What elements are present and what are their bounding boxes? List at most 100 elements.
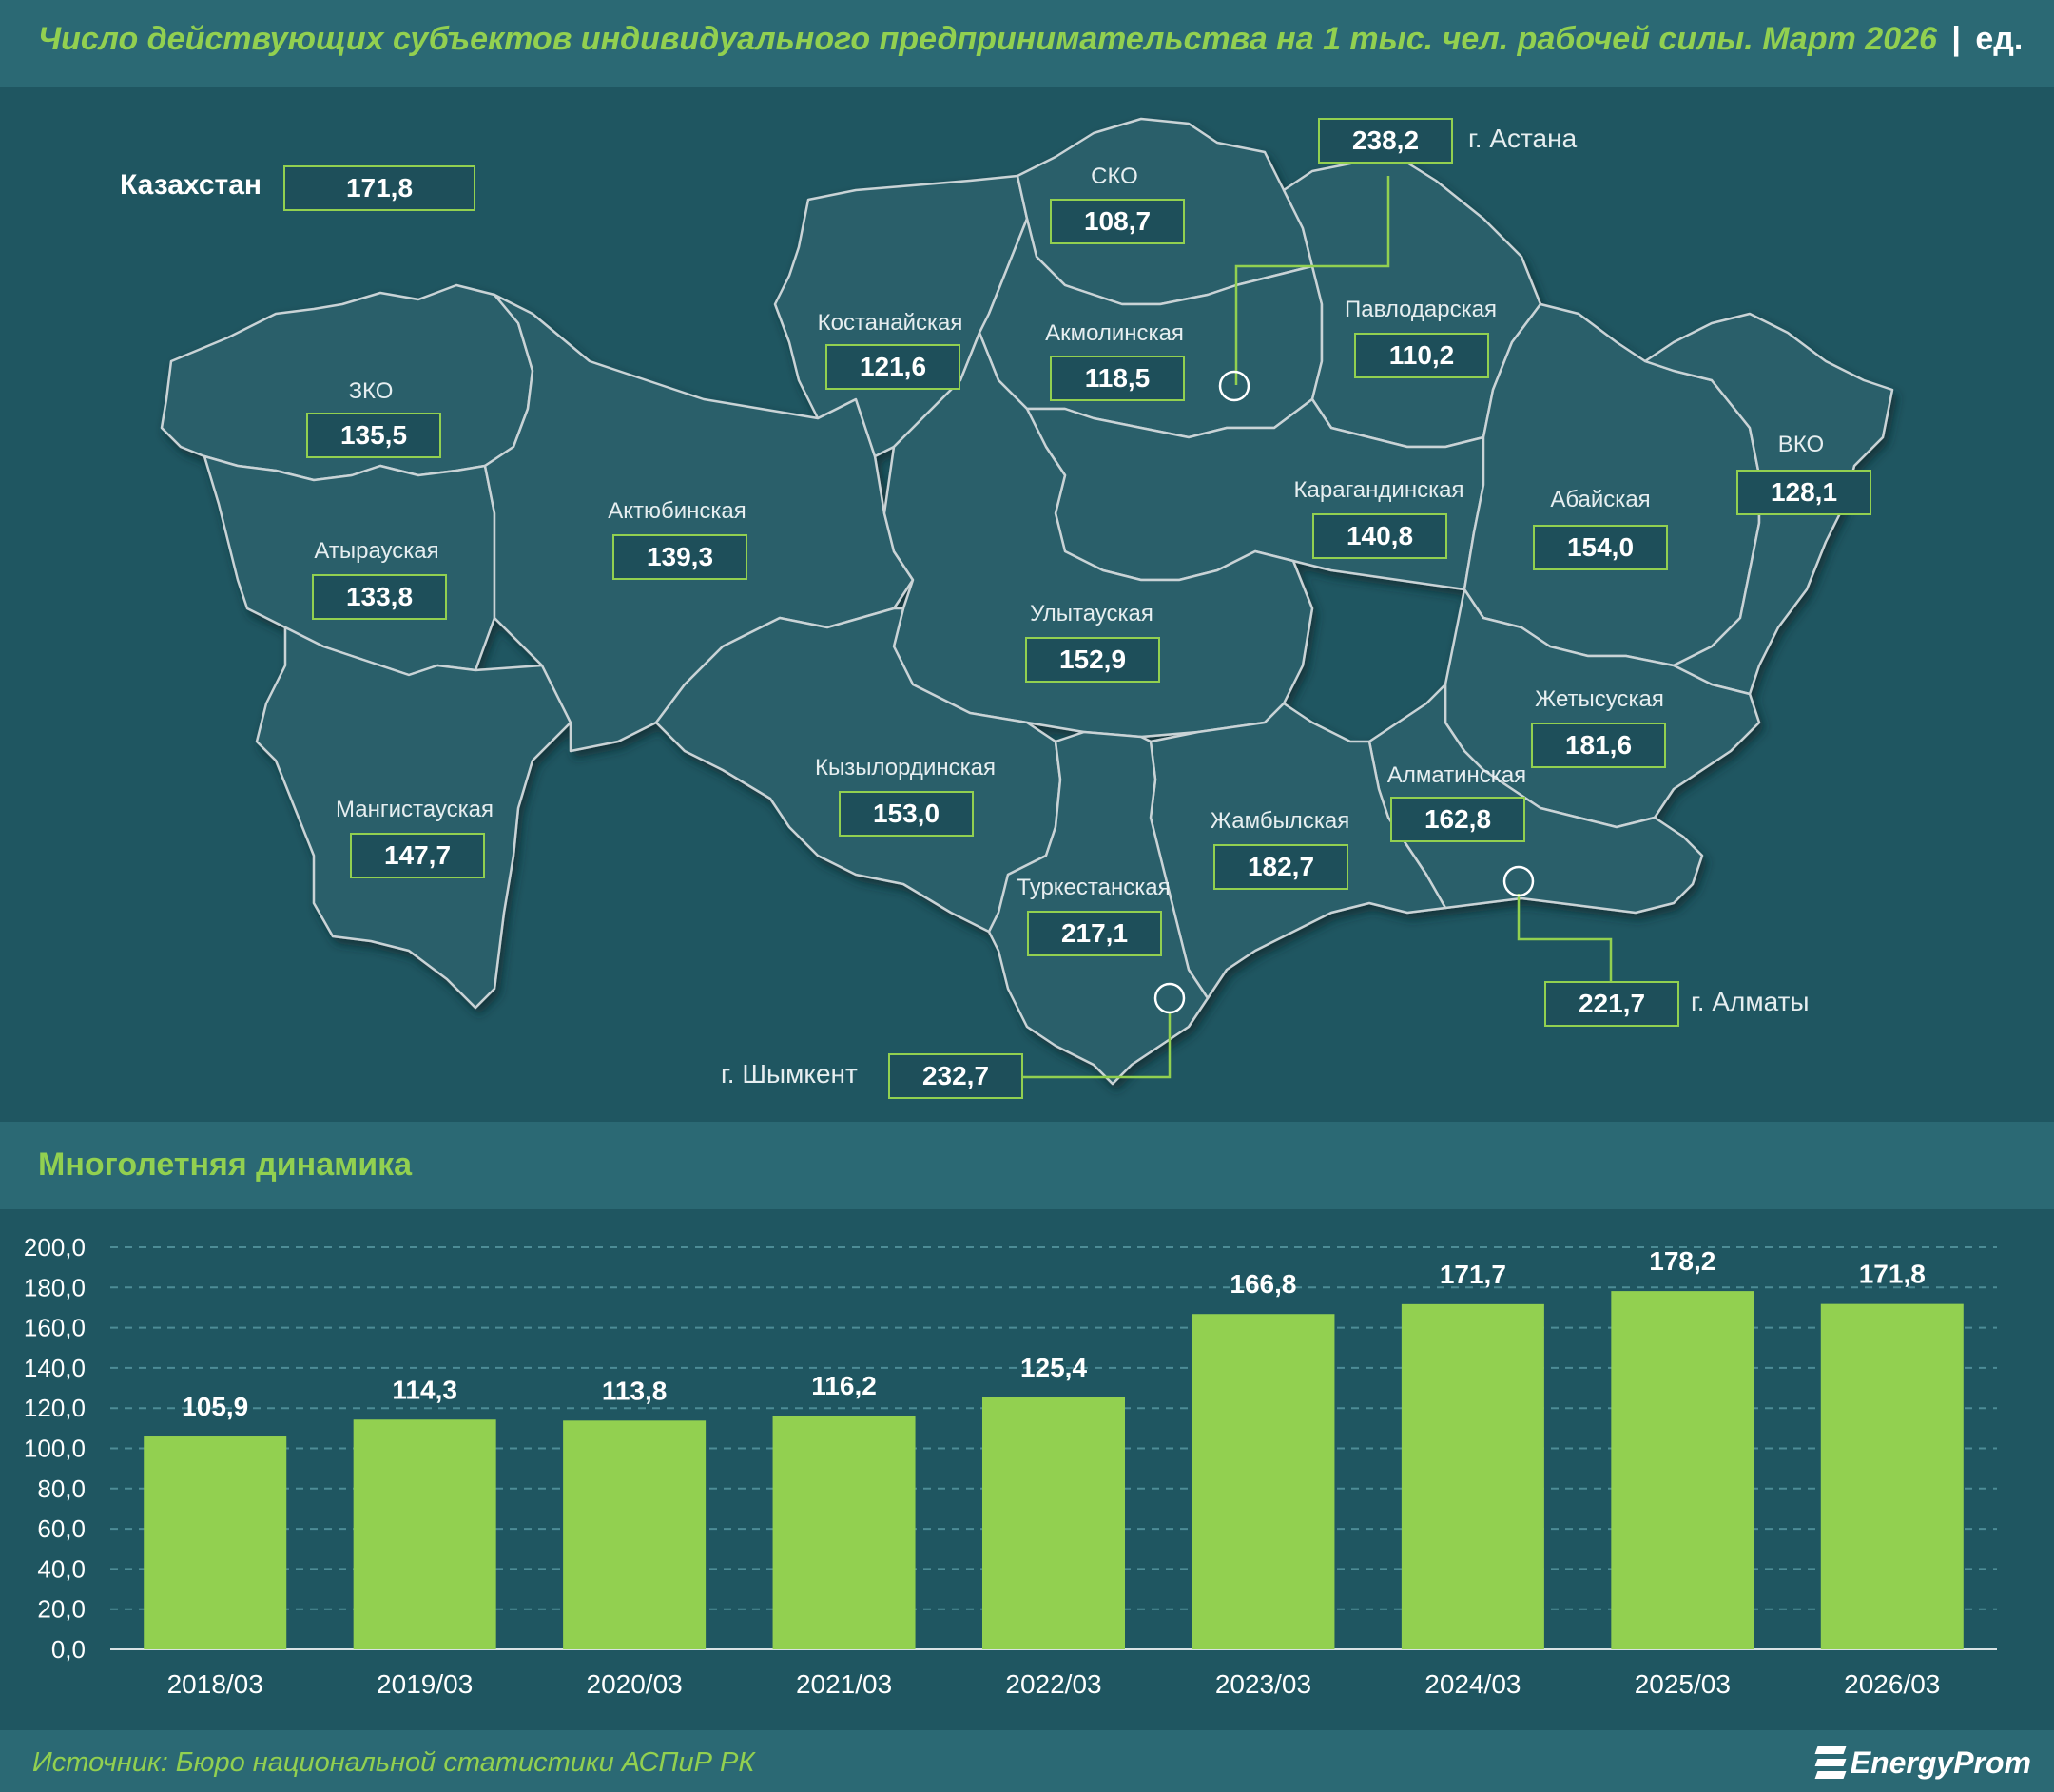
country-label: Казахстан <box>120 169 262 201</box>
bar-value-label: 178,2 <box>1649 1246 1715 1276</box>
bar-value-label: 105,9 <box>182 1392 248 1421</box>
bar <box>563 1420 707 1649</box>
x-tick-label: 2025/03 <box>1635 1669 1731 1699</box>
y-tick-label: 60,0 <box>37 1514 86 1543</box>
almaty-connector <box>1517 894 1613 985</box>
region-label-mangistau: Мангистауская <box>336 797 494 822</box>
region-value-mangistau: 147,7 <box>350 833 485 878</box>
bar-value-label: 171,8 <box>1859 1260 1926 1289</box>
y-tick-label: 120,0 <box>24 1394 86 1422</box>
bar-chart: 0,0 20,0 40,0 60,0 80,0 100,0 120,0 140,0 160,0 1… <box>24 1233 1997 1699</box>
y-tick-label: 0,0 <box>51 1635 86 1664</box>
region-value-turkestan: 217,1 <box>1027 911 1162 956</box>
shymkent-marker <box>1153 982 1186 1014</box>
bar <box>982 1397 1125 1649</box>
region-value-akmola: 118,5 <box>1050 356 1185 401</box>
y-tick-label: 100,0 <box>24 1435 86 1463</box>
region-label-vko: ВКО <box>1777 432 1825 457</box>
title-text: Число действующих субъектов индивидуальн… <box>38 21 1937 57</box>
region-label-almaty: Алматинская <box>1386 762 1527 788</box>
region-value-ulytau: 152,9 <box>1025 637 1160 683</box>
region-label-akmola: Акмолинская <box>1045 320 1184 346</box>
title-unit: ед. <box>1975 21 2024 57</box>
region-value-zko: 135,5 <box>306 413 441 458</box>
y-tick-label: 140,0 <box>24 1354 86 1382</box>
region-value-kostanay: 121,6 <box>825 344 960 390</box>
chart-panel: 0,0 20,0 40,0 60,0 80,0 100,0 120,0 140,0 160,0 1… <box>0 1209 2054 1730</box>
region-label-sko: СКО <box>1091 164 1138 189</box>
x-tick-label: 2023/03 <box>1215 1669 1311 1699</box>
country-value: 171,8 <box>283 165 475 211</box>
x-tick-label: 2021/03 <box>796 1669 892 1699</box>
region-shape-mangistau <box>255 626 572 1010</box>
region-shape-turkestan <box>987 730 1210 1086</box>
title-separator: | <box>1951 21 1961 57</box>
bar <box>144 1436 287 1649</box>
bar <box>772 1416 916 1649</box>
bar-value-label: 171,7 <box>1440 1260 1506 1289</box>
bar <box>1820 1303 1964 1649</box>
region-value-sko: 108,7 <box>1050 199 1185 244</box>
x-tick-label: 2019/03 <box>377 1669 473 1699</box>
region-shape-atyrau <box>203 454 496 677</box>
region-label-ulytau: Улытауская <box>1030 601 1153 626</box>
region-value-karaganda: 140,8 <box>1312 513 1447 559</box>
region-label-zhetysu: Жетысуская <box>1535 686 1664 712</box>
region-label-abai: Абайская <box>1550 487 1651 512</box>
energyprom-logo: EnergyProm <box>1814 1742 2031 1783</box>
region-label-pavlodar: Павлодарская <box>1345 297 1497 322</box>
y-tick-label: 200,0 <box>24 1233 86 1262</box>
region-value-abai: 154,0 <box>1533 525 1668 570</box>
y-tick-label: 40,0 <box>37 1554 86 1583</box>
region-value-vko: 128,1 <box>1736 470 1871 515</box>
y-tick-label: 20,0 <box>37 1595 86 1624</box>
region-label-turkestan: Туркестанская <box>1017 875 1171 900</box>
bar <box>1611 1291 1754 1649</box>
y-tick-label: 160,0 <box>24 1314 86 1342</box>
bar-value-label: 116,2 <box>811 1371 877 1400</box>
x-tick-label: 2022/03 <box>1005 1669 1101 1699</box>
logo-mark-icon <box>1814 1744 1847 1781</box>
dynamics-title: Многолетняя динамика <box>38 1146 413 1183</box>
region-value-atyrau: 133,8 <box>312 574 447 620</box>
almaty-marker <box>1502 865 1535 897</box>
region-label-kyzylorda: Кызылординская <box>815 755 996 780</box>
bar <box>353 1419 496 1649</box>
region-label-zhambyl: Жамбылская <box>1210 808 1350 834</box>
source-note: Источник: Бюро национальной статистики А… <box>32 1747 755 1778</box>
page-title: Число действующих субъектов индивидуальн… <box>38 21 2023 58</box>
x-tick-label: 2024/03 <box>1424 1669 1521 1699</box>
bar-value-label: 125,4 <box>1020 1353 1087 1382</box>
bar-value-label: 113,8 <box>602 1376 668 1405</box>
astana-connector <box>1234 176 1390 385</box>
city-value-almaty: 221,7 <box>1544 981 1679 1027</box>
x-tick-label: 2018/03 <box>167 1669 263 1699</box>
region-value-kyzylorda: 153,0 <box>839 791 974 837</box>
kazakhstan-map <box>160 117 1894 1086</box>
region-value-pavlodar: 110,2 <box>1354 333 1489 378</box>
city-label-astana: г. Астана <box>1468 124 1578 153</box>
bar <box>1192 1314 1335 1649</box>
city-value-astana: 238,2 <box>1318 118 1453 164</box>
bar-value-label: 166,8 <box>1230 1269 1296 1299</box>
city-label-almaty: г. Алматы <box>1691 987 1810 1016</box>
region-label-aktobe: Актюбинская <box>608 498 746 524</box>
bar <box>1401 1303 1544 1649</box>
region-label-atyrau: Атырауская <box>314 538 439 564</box>
region-value-almaty: 162,8 <box>1390 797 1525 842</box>
bar-value-label: 114,3 <box>392 1375 457 1404</box>
header-band: Число действующих субъектов индивидуальн… <box>0 0 2054 87</box>
y-tick-label: 180,0 <box>24 1273 86 1301</box>
city-label-shymkent: г. Шымкент <box>721 1059 858 1089</box>
shymkent-connector <box>1022 1012 1172 1079</box>
map-panel: Казахстан 171,8 СКО 108,7 Костанайская 1… <box>0 87 2054 1122</box>
city-value-shymkent: 232,7 <box>888 1053 1023 1099</box>
footer-band: Источник: Бюро национальной статистики А… <box>0 1730 2054 1792</box>
region-value-zhambyl: 182,7 <box>1213 844 1348 890</box>
astana-marker <box>1218 370 1250 402</box>
region-label-zko: ЗКО <box>348 378 394 404</box>
logo-text: EnergyProm <box>1850 1744 2031 1780</box>
region-label-kostanay: Костанайская <box>817 310 963 336</box>
region-label-karaganda: Карагандинская <box>1293 477 1464 503</box>
region-value-aktobe: 139,3 <box>612 534 747 580</box>
